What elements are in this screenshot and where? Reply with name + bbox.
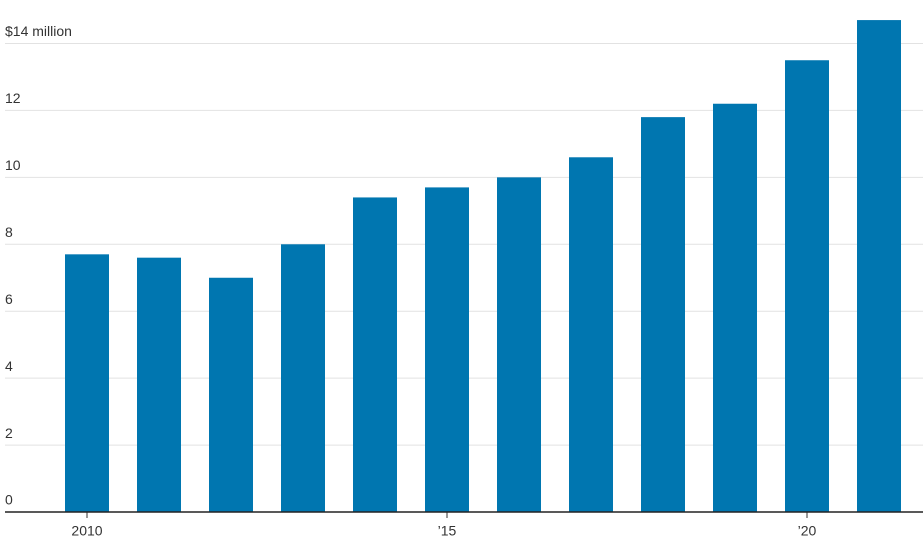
- y-tick-label: 10: [5, 157, 21, 173]
- bar: [497, 177, 541, 512]
- y-tick-label: 4: [5, 358, 13, 374]
- bar: [569, 157, 613, 512]
- bar: [641, 117, 685, 513]
- bar: [857, 20, 901, 513]
- bar: [425, 187, 469, 513]
- y-tick-label: 2: [5, 425, 13, 441]
- bar: [281, 244, 325, 512]
- x-tick-label: 2010: [71, 523, 102, 539]
- bar: [209, 277, 253, 512]
- bar: [353, 197, 397, 512]
- y-tick-label: 0: [5, 492, 13, 508]
- bar: [137, 257, 181, 512]
- y-tick-label: 8: [5, 224, 13, 240]
- bar: [713, 103, 757, 513]
- y-tick-label: 12: [5, 90, 21, 106]
- y-tick-label: $14 million: [5, 23, 72, 39]
- x-tick-label: ’15: [438, 523, 457, 539]
- bar: [785, 60, 829, 513]
- x-tick-label: ’20: [798, 523, 817, 539]
- bar: [65, 254, 109, 513]
- y-tick-label: 6: [5, 291, 13, 307]
